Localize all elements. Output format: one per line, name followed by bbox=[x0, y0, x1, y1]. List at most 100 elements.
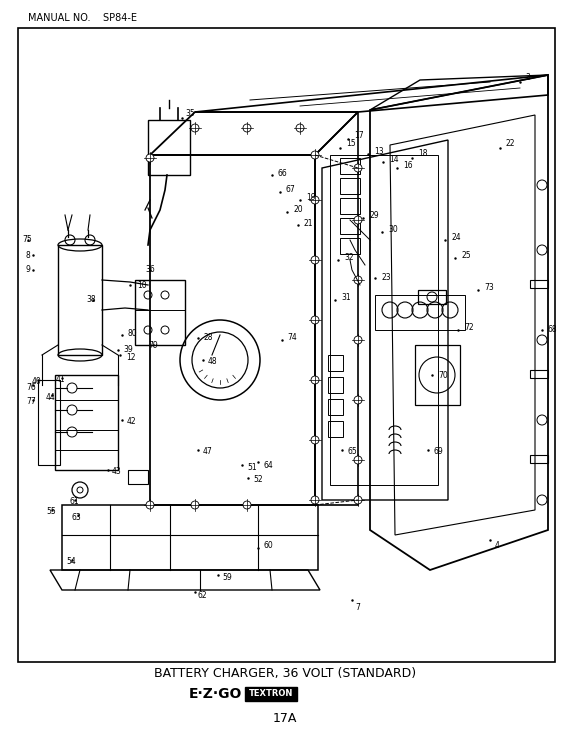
Bar bbox=[328, 399, 343, 415]
Circle shape bbox=[354, 496, 362, 504]
Text: 31: 31 bbox=[341, 294, 351, 303]
Text: 44: 44 bbox=[46, 393, 56, 401]
Bar bbox=[148, 120, 190, 175]
Text: 61: 61 bbox=[69, 497, 79, 506]
Bar bbox=[340, 158, 360, 174]
Bar bbox=[340, 218, 360, 234]
Circle shape bbox=[311, 496, 319, 504]
Circle shape bbox=[296, 124, 304, 132]
Text: 64: 64 bbox=[263, 461, 273, 469]
Text: 36: 36 bbox=[145, 266, 154, 275]
Circle shape bbox=[354, 216, 362, 224]
Circle shape bbox=[243, 501, 251, 509]
Text: 3: 3 bbox=[525, 74, 530, 83]
Text: 47: 47 bbox=[203, 447, 213, 457]
Text: 48: 48 bbox=[208, 357, 218, 367]
Text: 25: 25 bbox=[461, 252, 471, 261]
Text: 73: 73 bbox=[484, 283, 494, 292]
Bar bbox=[340, 178, 360, 194]
Text: 23: 23 bbox=[381, 274, 390, 283]
Text: 12: 12 bbox=[126, 354, 136, 362]
Text: MANUAL NO.    SP84-E: MANUAL NO. SP84-E bbox=[28, 13, 137, 23]
Text: 10: 10 bbox=[137, 280, 146, 289]
Text: 28: 28 bbox=[203, 334, 213, 342]
Circle shape bbox=[243, 124, 251, 132]
Circle shape bbox=[354, 276, 362, 284]
Circle shape bbox=[311, 436, 319, 444]
Bar bbox=[340, 238, 360, 254]
Text: 40: 40 bbox=[32, 378, 42, 387]
Text: 21: 21 bbox=[304, 218, 314, 227]
Bar bbox=[530, 280, 548, 288]
Text: 52: 52 bbox=[253, 475, 263, 485]
Bar bbox=[340, 198, 360, 214]
Bar bbox=[330, 155, 438, 485]
Circle shape bbox=[354, 456, 362, 464]
Text: E·Z·GO: E·Z·GO bbox=[189, 687, 242, 701]
Text: 17A: 17A bbox=[273, 711, 297, 725]
Text: 74: 74 bbox=[287, 334, 297, 342]
Text: 29: 29 bbox=[369, 210, 378, 219]
Text: 75: 75 bbox=[22, 235, 32, 244]
Bar bbox=[415, 345, 460, 405]
Circle shape bbox=[146, 501, 154, 509]
Text: 62: 62 bbox=[198, 591, 207, 601]
Text: 30: 30 bbox=[388, 226, 398, 235]
Text: 8: 8 bbox=[26, 250, 31, 260]
Bar bbox=[18, 28, 555, 662]
Text: 65: 65 bbox=[348, 447, 358, 457]
Bar bbox=[128, 470, 148, 484]
Text: 4: 4 bbox=[495, 540, 500, 550]
Text: 14: 14 bbox=[389, 154, 398, 164]
Circle shape bbox=[311, 151, 319, 159]
FancyBboxPatch shape bbox=[245, 687, 297, 701]
Text: 72: 72 bbox=[464, 323, 474, 333]
Circle shape bbox=[146, 154, 154, 162]
Text: 60: 60 bbox=[263, 540, 273, 550]
Bar bbox=[135, 280, 185, 345]
Text: 51: 51 bbox=[247, 463, 256, 472]
Text: 77: 77 bbox=[26, 398, 36, 407]
Text: 16: 16 bbox=[403, 160, 413, 170]
Circle shape bbox=[191, 501, 199, 509]
Text: 80: 80 bbox=[128, 328, 137, 337]
Circle shape bbox=[311, 376, 319, 384]
Bar bbox=[530, 455, 548, 463]
Text: 9: 9 bbox=[26, 266, 31, 275]
Text: 7: 7 bbox=[355, 604, 360, 613]
Text: 54: 54 bbox=[66, 557, 76, 567]
Circle shape bbox=[311, 256, 319, 264]
Circle shape bbox=[191, 124, 199, 132]
Text: 19: 19 bbox=[306, 193, 316, 202]
Text: 22: 22 bbox=[506, 139, 515, 148]
Text: 35: 35 bbox=[185, 109, 195, 119]
Circle shape bbox=[354, 336, 362, 344]
Text: 18: 18 bbox=[418, 150, 428, 159]
Text: TEXTRON: TEXTRON bbox=[249, 689, 293, 698]
Circle shape bbox=[354, 164, 362, 172]
Text: 38: 38 bbox=[86, 295, 96, 305]
Text: 55: 55 bbox=[46, 508, 56, 517]
Bar bbox=[328, 421, 343, 437]
Text: 41: 41 bbox=[56, 376, 66, 384]
Text: 76: 76 bbox=[26, 382, 36, 391]
Circle shape bbox=[311, 316, 319, 324]
Text: 59: 59 bbox=[222, 573, 232, 582]
Text: 32: 32 bbox=[344, 253, 353, 263]
Text: 39: 39 bbox=[123, 345, 133, 354]
Bar bbox=[418, 290, 446, 304]
Circle shape bbox=[354, 396, 362, 404]
Text: 70: 70 bbox=[438, 370, 448, 379]
Circle shape bbox=[311, 196, 319, 204]
Bar bbox=[375, 295, 465, 330]
Text: BATTERY CHARGER, 36 VOLT (STANDARD): BATTERY CHARGER, 36 VOLT (STANDARD) bbox=[154, 667, 416, 680]
Text: 43: 43 bbox=[112, 467, 122, 477]
Text: 63: 63 bbox=[72, 512, 82, 522]
Text: 20: 20 bbox=[293, 205, 303, 215]
Text: 66: 66 bbox=[277, 168, 287, 178]
Text: 17: 17 bbox=[354, 131, 364, 139]
Bar bbox=[328, 377, 343, 393]
Text: 79: 79 bbox=[148, 340, 158, 350]
Bar bbox=[328, 355, 343, 371]
Text: 69: 69 bbox=[434, 447, 444, 457]
